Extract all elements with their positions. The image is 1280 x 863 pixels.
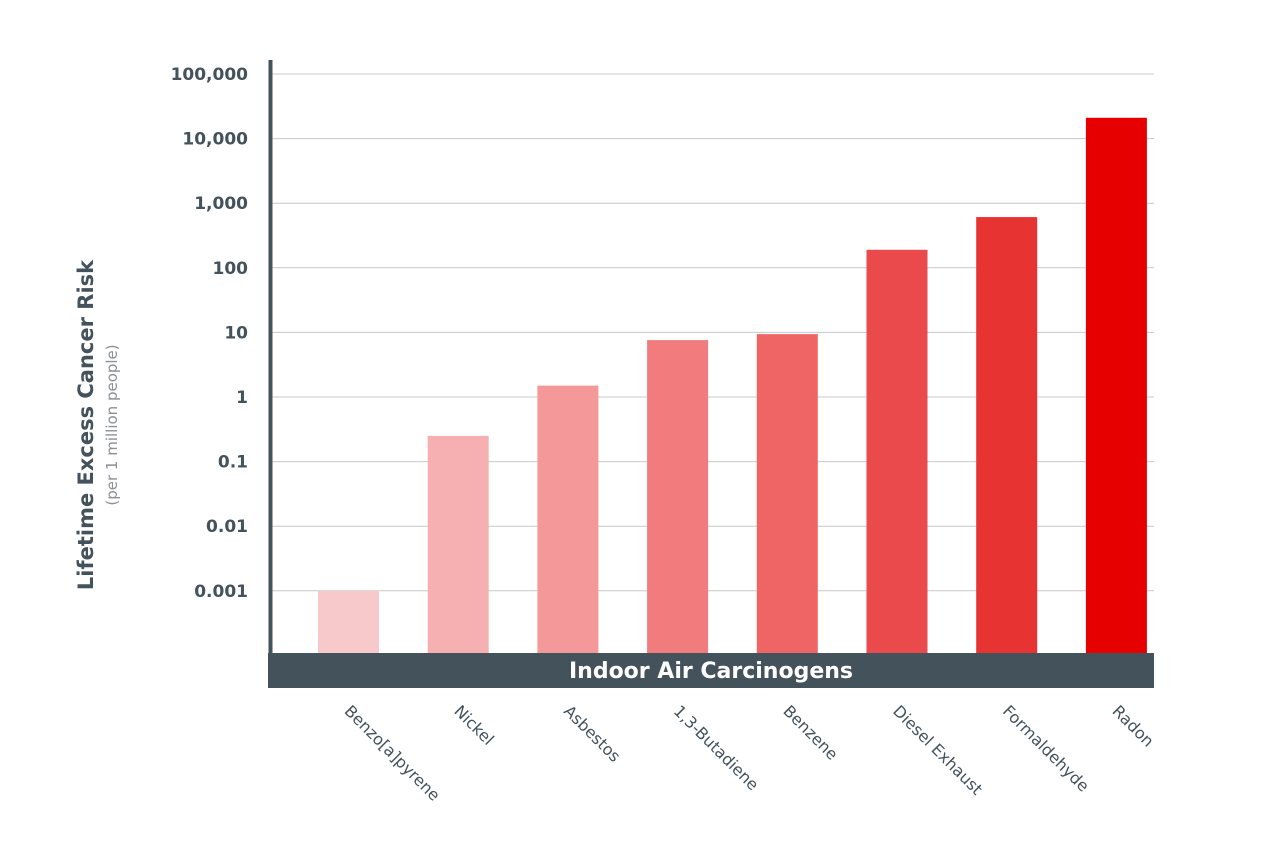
bar — [318, 590, 379, 653]
x-axis-band — [268, 653, 1154, 688]
x-tick-label: Benzene — [779, 701, 841, 763]
bar — [976, 217, 1038, 653]
x-tick-label: Nickel — [450, 701, 498, 749]
y-tick-label: 0.1 — [218, 453, 248, 473]
y-tick-label: 10,000 — [182, 130, 248, 150]
bar — [756, 334, 818, 653]
y-tick-label: 0.001 — [194, 582, 248, 602]
y-tick-label: 0.01 — [206, 517, 248, 537]
x-tick-label: Benzo[a]pyrene — [341, 701, 444, 804]
y-tick-label: 1 — [236, 388, 248, 408]
y-tick-label: 100,000 — [171, 65, 249, 85]
y-tick-label: 100 — [213, 259, 249, 279]
x-tick-label: Formaldehyde — [999, 701, 1093, 795]
x-tick-label: Asbestos — [560, 701, 624, 765]
y-tick-label: 1,000 — [194, 194, 248, 214]
y-tick-labels: 0.001 0.01 0.1 1 10 100 1,000 10,000 100,000 — [171, 65, 249, 602]
x-tick-labels: Benzo[a]pyrene Nickel Asbestos 1,3-Butadien… — [341, 701, 1158, 804]
bars — [318, 117, 1147, 654]
x-tick-label: Diesel Exhaust — [889, 701, 986, 798]
bar — [537, 385, 599, 653]
bar — [1085, 117, 1147, 654]
x-tick-label: 1,3-Butadiene — [670, 701, 763, 794]
y-tick-label: 10 — [224, 323, 248, 343]
bar — [427, 435, 489, 653]
y-axis-title: Lifetime Excess Cancer Risk — [74, 259, 98, 590]
bar — [647, 340, 709, 653]
x-axis-title: Indoor Air Carcinogens — [569, 659, 853, 684]
gridlines — [270, 73, 1154, 592]
bar — [866, 249, 928, 653]
x-tick-label: Radon — [1109, 701, 1158, 750]
y-axis-subtitle: (per 1 million people) — [103, 344, 121, 505]
